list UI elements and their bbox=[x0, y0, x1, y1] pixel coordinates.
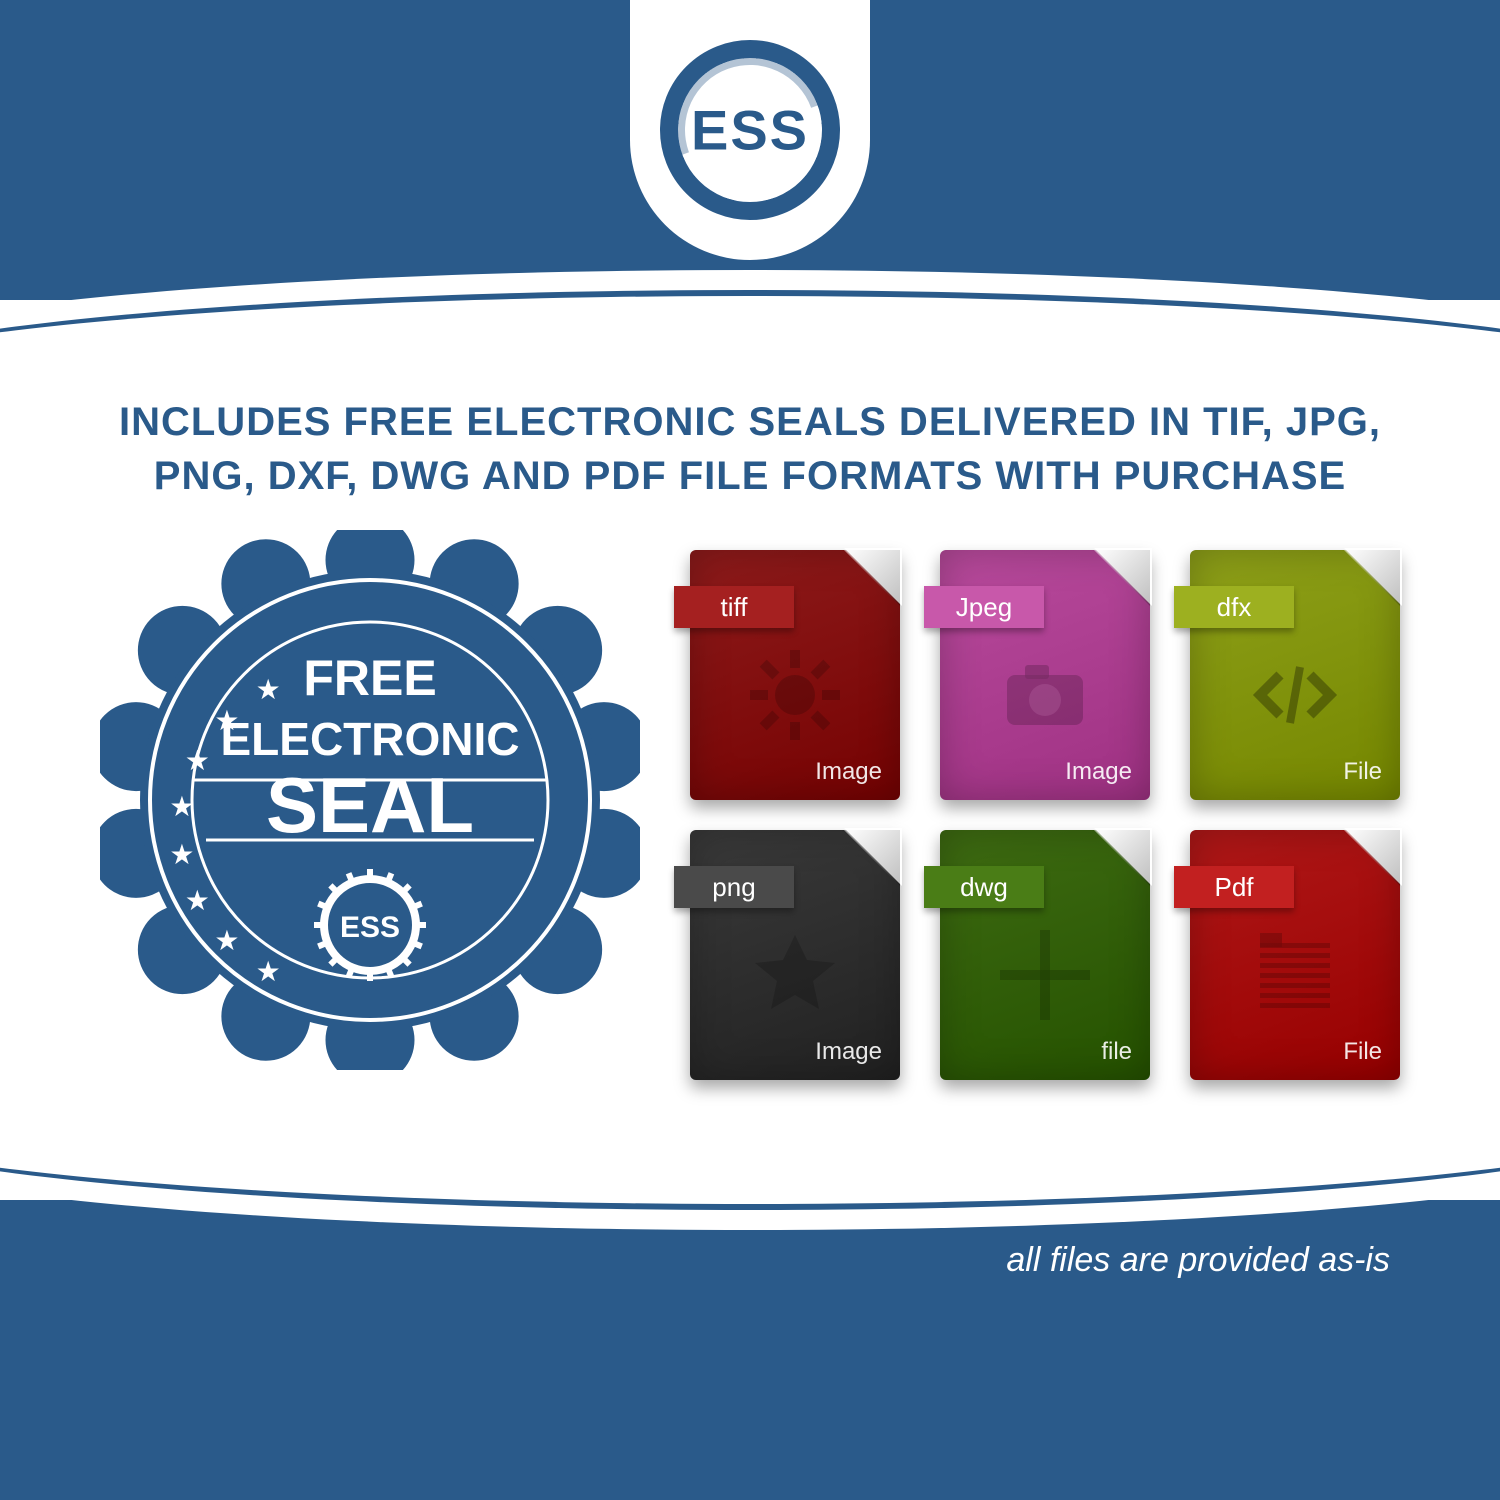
svg-text:★: ★ bbox=[169, 839, 194, 870]
file-icon-dfx: dfx File bbox=[1190, 550, 1400, 800]
file-label: dwg bbox=[924, 866, 1044, 908]
file-label: tiff bbox=[674, 586, 794, 628]
seal-line2: ELECTRONIC bbox=[221, 713, 520, 765]
file-label: Jpeg bbox=[924, 586, 1044, 628]
seal-line3: SEAL bbox=[266, 761, 474, 849]
file-icon-png: png Image bbox=[690, 830, 900, 1080]
headline: INCLUDES FREE ELECTRONIC SEALS DELIVERED… bbox=[80, 395, 1420, 503]
disclaimer: all files are provided as-is bbox=[1006, 1241, 1390, 1280]
file-caption: File bbox=[1343, 1038, 1382, 1066]
file-grid: tiff Image Jpeg Image dfx File png Image… bbox=[690, 530, 1410, 1080]
file-caption: Image bbox=[815, 1038, 882, 1066]
cross-icon bbox=[940, 920, 1150, 1030]
seal-badge: FREE ELECTRONIC SEAL ESS ★★★★★★★★ bbox=[90, 530, 650, 1070]
doc-icon bbox=[1190, 920, 1400, 1030]
file-icon-pdf: Pdf File bbox=[1190, 830, 1400, 1080]
file-icon-dwg: dwg file bbox=[940, 830, 1150, 1080]
svg-text:★: ★ bbox=[256, 674, 281, 705]
gear-icon bbox=[690, 640, 900, 750]
gear-icon: ESS bbox=[660, 40, 840, 220]
burst-icon bbox=[690, 920, 900, 1030]
seal-center: ESS bbox=[340, 911, 400, 944]
file-caption: file bbox=[1101, 1038, 1132, 1066]
content-row: FREE ELECTRONIC SEAL ESS ★★★★★★★★ tiff I… bbox=[90, 530, 1410, 1120]
file-caption: Image bbox=[815, 758, 882, 786]
camera-icon bbox=[940, 640, 1150, 750]
svg-text:★: ★ bbox=[214, 705, 239, 736]
svg-text:★: ★ bbox=[169, 791, 194, 822]
file-icon-jpeg: Jpeg Image bbox=[940, 550, 1150, 800]
seal-line1: FREE bbox=[303, 650, 436, 706]
svg-text:★: ★ bbox=[185, 745, 210, 776]
file-label: dfx bbox=[1174, 586, 1294, 628]
file-caption: Image bbox=[1065, 758, 1132, 786]
logo-shield: ESS bbox=[630, 0, 870, 260]
svg-text:★: ★ bbox=[256, 956, 281, 987]
file-label: Pdf bbox=[1174, 866, 1294, 908]
file-icon-tiff: tiff Image bbox=[690, 550, 900, 800]
file-caption: File bbox=[1343, 758, 1382, 786]
svg-text:★: ★ bbox=[185, 885, 210, 916]
logo-text: ESS bbox=[691, 98, 809, 163]
code-icon bbox=[1190, 640, 1400, 750]
svg-text:★: ★ bbox=[214, 925, 239, 956]
file-label: png bbox=[674, 866, 794, 908]
